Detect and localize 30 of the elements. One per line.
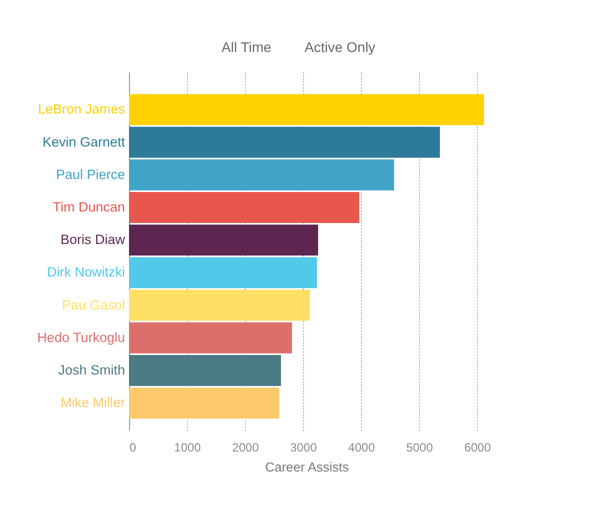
y-tick-label: Tim Duncan — [52, 199, 125, 214]
x-tick-label: 5000 — [406, 440, 434, 454]
text: All Time — [222, 39, 272, 55]
x-tick-label: 1000 — [174, 440, 202, 454]
y-tick-label: Dirk Nowitzki — [46, 264, 125, 280]
x-tick-label: 2000 — [232, 440, 260, 454]
x-tick-label: 0 — [130, 440, 136, 454]
y-tick-label: Pau Gasol — [62, 297, 125, 312]
x-tick-label: 3000 — [290, 440, 318, 454]
y-tick-label: Paul Pierce — [56, 166, 125, 182]
y-tick-label: Josh Smith — [58, 362, 125, 378]
x-tick-label: 4000 — [348, 440, 376, 454]
x-tick-label: 6000 — [464, 440, 492, 454]
text: Active Only — [304, 39, 376, 55]
y-tick-label: Mike Miller — [60, 395, 126, 410]
y-tick-label: LeBron James — [38, 102, 126, 117]
y-tick-label: Boris Diaw — [60, 232, 126, 248]
y-tick-label: Hedo Turkoglu — [37, 330, 125, 345]
bar — [129, 322, 292, 354]
bar — [129, 355, 281, 386]
x-axis-title: Career Assists — [265, 460, 350, 474]
bar — [129, 159, 394, 190]
bar — [129, 257, 317, 288]
bar — [129, 126, 440, 158]
bar — [129, 224, 318, 256]
y-tick-label: Kevin Garnett — [42, 134, 126, 150]
bar — [129, 290, 310, 321]
bar — [129, 94, 484, 126]
bar — [129, 388, 280, 419]
bar — [129, 192, 360, 223]
